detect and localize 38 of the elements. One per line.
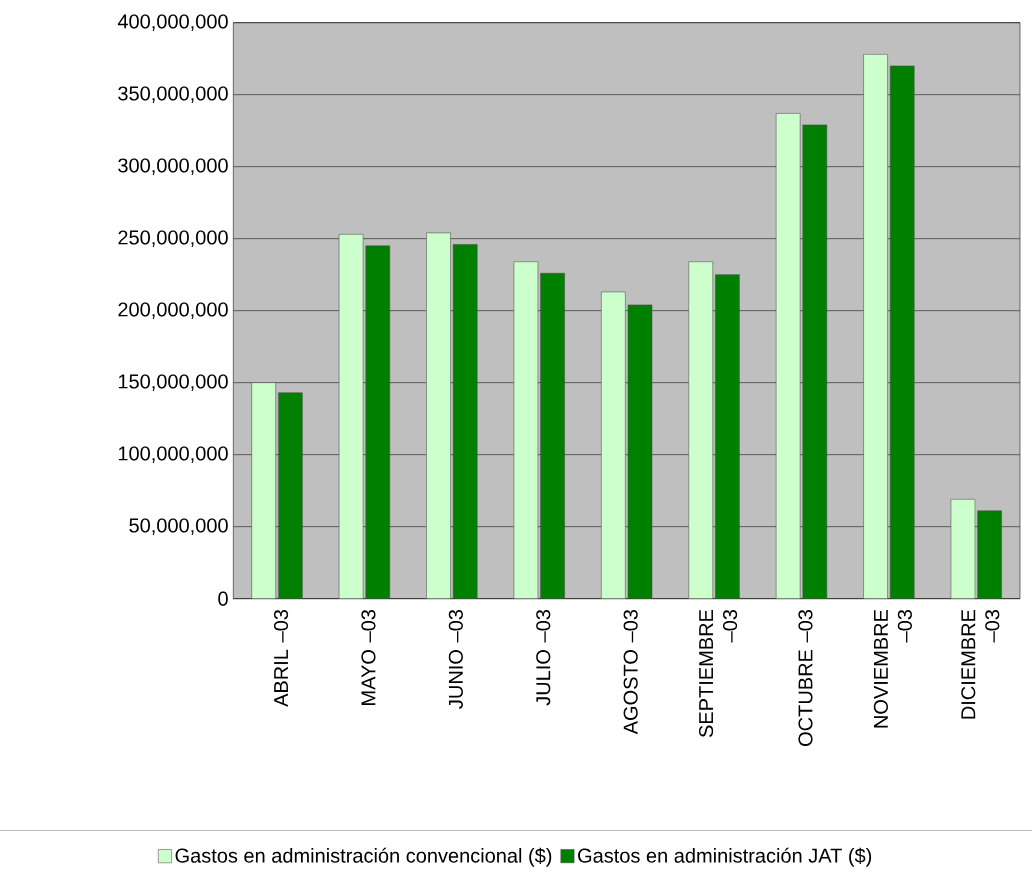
bar xyxy=(775,112,801,599)
x-tick-label: AGOSTO –03 xyxy=(623,609,638,735)
bar xyxy=(977,510,1002,599)
x-tick-label: JULIO –03 xyxy=(536,609,551,706)
bar xyxy=(889,65,915,599)
x-tick-label: NOVIEMBRE –03 xyxy=(873,609,912,728)
bar xyxy=(688,261,714,599)
bar xyxy=(365,245,391,599)
x-tick-label: ABRIL –03 xyxy=(273,609,289,707)
x-tick-label: OCTUBRE –03 xyxy=(798,609,813,746)
bar xyxy=(802,124,828,599)
legend-label: Gastos en administración JAT ($) xyxy=(578,847,872,867)
y-tick-label: 250,000,000 xyxy=(118,230,228,247)
bar xyxy=(426,232,451,599)
bar xyxy=(251,382,276,599)
bar xyxy=(452,244,478,599)
x-tick-label: MAYO –03 xyxy=(361,609,376,705)
y-tick-label: 400,000,000 xyxy=(117,14,228,31)
bar xyxy=(513,261,539,599)
bar xyxy=(338,233,364,599)
x-tick-label: DICIEMBRE –03 xyxy=(961,609,1000,719)
bar xyxy=(863,53,888,599)
bar xyxy=(601,291,626,599)
x-tick-label: JUNIO –03 xyxy=(448,609,463,709)
bar xyxy=(950,498,976,599)
y-tick-label: 100,000,000 xyxy=(118,446,228,463)
y-tick-label: 350,000,000 xyxy=(118,86,228,103)
y-tick-label: 50,000,000 xyxy=(129,518,228,535)
y-tick-label: 200,000,000 xyxy=(118,302,228,319)
bar xyxy=(715,274,740,599)
bar xyxy=(278,392,303,599)
y-tick-label: 0 xyxy=(218,591,228,606)
y-tick-label: 300,000,000 xyxy=(118,158,228,175)
y-tick-label: 150,000,000 xyxy=(118,374,228,391)
bar xyxy=(627,304,653,599)
bar xyxy=(540,272,565,599)
legend-label: Gastos en administración convencional ($) xyxy=(175,847,552,867)
x-tick-label: SEPTIEMBRE –03 xyxy=(698,609,738,737)
